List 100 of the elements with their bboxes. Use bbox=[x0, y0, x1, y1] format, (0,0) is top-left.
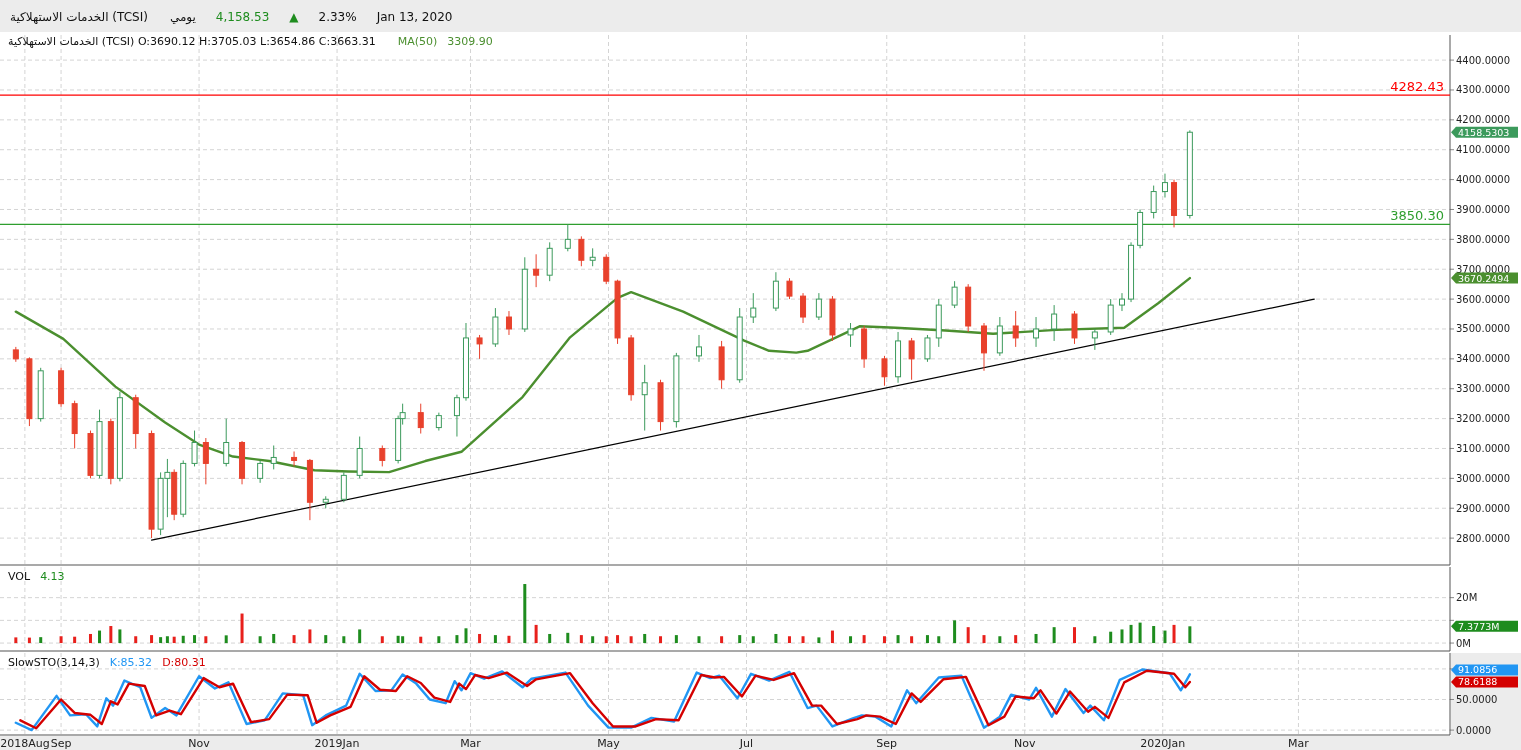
x-tick-label: Sep bbox=[876, 737, 898, 750]
bar bbox=[801, 636, 805, 644]
candlestick bbox=[505, 310, 512, 336]
series-label: K:85.32 bbox=[109, 656, 153, 669]
bar bbox=[787, 636, 791, 644]
y-tick-label: 3300.0000 bbox=[1456, 383, 1511, 395]
bar bbox=[437, 636, 441, 644]
y-tick-label: 3400.0000 bbox=[1456, 353, 1511, 365]
x-tick-label: May bbox=[597, 737, 621, 750]
candlestick bbox=[695, 334, 702, 363]
candlestick bbox=[1071, 310, 1078, 345]
bar bbox=[134, 636, 138, 644]
bar bbox=[953, 620, 957, 644]
text: 7.3773M bbox=[1458, 620, 1500, 632]
candlestick bbox=[417, 403, 424, 435]
bar bbox=[165, 636, 169, 644]
candlestick bbox=[641, 364, 648, 432]
bar bbox=[73, 636, 77, 644]
y-tick-label: 4300.0000 bbox=[1456, 84, 1511, 96]
candlestick bbox=[270, 445, 277, 470]
y-tick-label: 3100.0000 bbox=[1456, 442, 1511, 454]
annotation: 4.13 bbox=[40, 570, 65, 583]
bar bbox=[324, 635, 328, 644]
bar bbox=[966, 627, 970, 644]
y-tick-label: 20M bbox=[1456, 592, 1478, 604]
bar bbox=[1172, 624, 1176, 644]
y-tick-label: 0M bbox=[1456, 637, 1471, 649]
y-tick-label: 3600.0000 bbox=[1456, 293, 1511, 305]
bar bbox=[59, 636, 63, 644]
bar bbox=[308, 629, 312, 644]
bar bbox=[604, 636, 608, 644]
bar bbox=[566, 632, 570, 644]
bar bbox=[109, 626, 113, 644]
candlestick bbox=[564, 223, 571, 252]
bar bbox=[910, 636, 914, 644]
bar bbox=[862, 635, 866, 644]
text: MA(50) bbox=[397, 35, 438, 48]
candlestick bbox=[578, 235, 585, 267]
bar bbox=[27, 637, 31, 644]
bar bbox=[396, 635, 400, 644]
text: 78.6188 bbox=[1458, 676, 1498, 688]
y-tick-label: 4000.0000 bbox=[1456, 174, 1511, 186]
bar bbox=[1163, 630, 1167, 644]
x-tick-label: 2019Jan bbox=[314, 737, 360, 750]
candlestick bbox=[603, 253, 610, 285]
candlestick bbox=[815, 292, 822, 321]
candlestick bbox=[924, 334, 931, 363]
text: 4158.5303 bbox=[1458, 126, 1510, 138]
candlestick bbox=[1119, 292, 1125, 312]
bar bbox=[738, 635, 742, 644]
y-tick-label: 0.0000 bbox=[1456, 724, 1491, 736]
candlestick bbox=[750, 292, 757, 324]
bar bbox=[579, 635, 583, 644]
bar bbox=[720, 636, 724, 644]
bar bbox=[674, 635, 678, 644]
candlestick bbox=[223, 418, 230, 467]
bar bbox=[507, 635, 511, 644]
bar bbox=[292, 635, 296, 644]
bar bbox=[493, 635, 497, 644]
bar bbox=[896, 635, 900, 644]
candlestick bbox=[881, 355, 888, 387]
candlestick bbox=[1033, 316, 1040, 348]
bar bbox=[629, 636, 633, 644]
bar bbox=[830, 630, 834, 644]
ref-line-label: 4282.43 bbox=[1390, 79, 1444, 95]
chart-title: الخدمات الاستهلاكية (TCSI) bbox=[10, 10, 148, 24]
bar bbox=[478, 633, 482, 644]
bar bbox=[464, 628, 468, 644]
bar bbox=[1093, 636, 1097, 644]
y-tick-label: 3700.0000 bbox=[1456, 263, 1511, 275]
candlestick bbox=[1051, 304, 1058, 342]
bar bbox=[937, 636, 941, 644]
y-tick-label: 3200.0000 bbox=[1456, 413, 1511, 425]
text: يومي bbox=[169, 10, 196, 25]
bar bbox=[591, 636, 595, 644]
y-tick-label: 2800.0000 bbox=[1456, 532, 1511, 544]
bar bbox=[358, 629, 362, 644]
bar bbox=[697, 636, 701, 644]
candlestick bbox=[202, 437, 209, 485]
bar bbox=[1072, 627, 1076, 644]
x-tick-label: Nov bbox=[1013, 737, 1036, 750]
candlestick bbox=[1091, 328, 1098, 351]
chart-title: VOL bbox=[8, 570, 31, 583]
candlestick bbox=[908, 337, 915, 381]
bar bbox=[14, 637, 18, 644]
bar bbox=[272, 633, 276, 644]
bar bbox=[380, 636, 384, 644]
candlestick bbox=[476, 334, 483, 360]
bar bbox=[925, 635, 929, 644]
text: 91.0856 bbox=[1458, 664, 1498, 676]
bar bbox=[1034, 633, 1038, 644]
bar bbox=[849, 636, 853, 644]
x-tick-label: 2018Aug bbox=[0, 737, 50, 750]
text: Jan 13, 2020 bbox=[375, 10, 453, 24]
bar bbox=[240, 613, 244, 644]
bar bbox=[882, 636, 886, 644]
bar bbox=[1129, 624, 1133, 644]
chart-subtitle: الخدمات الاستهلاكية (TCSI) O:3690.12 H:3705.03 L:3654.86 C:3663.31 bbox=[8, 35, 376, 48]
bar bbox=[751, 636, 755, 644]
bar bbox=[224, 635, 228, 644]
